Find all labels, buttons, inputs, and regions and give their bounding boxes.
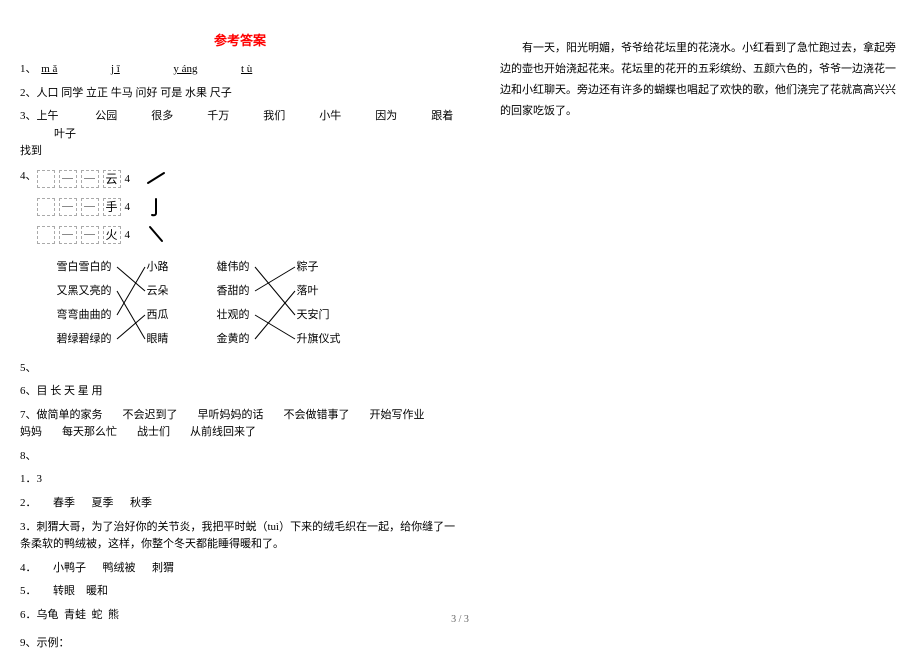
- q1: 1、 m ǎ j ī y áng t ù: [20, 61, 460, 79]
- q7-part: 开始写作业: [370, 409, 425, 421]
- match-right-item: 粽子: [297, 255, 341, 279]
- q8-item: 3．刺猬大哥，为了治好你的关节炎，我把平时蜕（tuì）下来的绒毛织在一起，给你缝…: [20, 519, 460, 554]
- q2-num: 2、: [20, 87, 37, 99]
- match-right-item: 落叶: [297, 279, 341, 303]
- q8-item: 1．3: [20, 471, 460, 489]
- q8-item: 4． 小鸭子 鸭绒被 刺猬: [20, 560, 460, 578]
- q8-item: 2． 春季 夏季 秋季: [20, 495, 460, 513]
- q3-item: 叶子: [54, 128, 76, 140]
- q1-item-1: j ī: [109, 63, 122, 75]
- stroke-box: 一: [59, 170, 77, 188]
- left-column: 参考答案 1、 m ǎ j ī y áng t ù 2、人口 同学 立正 牛马 …: [0, 0, 480, 637]
- q4: 4、 一一云 4 一一手 4 一一火 4: [20, 167, 460, 251]
- q3-item: 公园: [95, 110, 117, 122]
- match-mid-left-item: 西瓜: [147, 303, 169, 327]
- right-column: 有一天，阳光明媚，爷爷给花坛里的花浇水。小红看到了急忙跑过去，拿起旁边的壶也开始…: [480, 0, 920, 637]
- q6: 6、目 长 天 星 用: [20, 383, 460, 401]
- q7-part: 做简单的家务: [37, 409, 103, 421]
- q3-item: 小牛: [319, 110, 341, 122]
- stroke-count: 4: [125, 173, 131, 185]
- match-left-item: 雪白雪白的: [57, 255, 112, 279]
- stroke-mark-icon: [144, 223, 168, 247]
- stroke-box: 手: [103, 198, 121, 216]
- stroke-mark-icon: [144, 195, 168, 219]
- stroke-count: 4: [125, 201, 131, 213]
- q3: 3、上午 公园 很多 千万 我们 小牛 因为 跟着叶子 找到: [20, 108, 460, 161]
- stroke-box: 一: [59, 226, 77, 244]
- match-mid-right-item: 金黄的: [217, 327, 250, 351]
- q3-item: 跟着: [431, 110, 453, 122]
- match-mid-right-item: 雄伟的: [217, 255, 250, 279]
- match-right-item: 升旗仪式: [297, 327, 341, 351]
- stroke-box: 云: [103, 170, 121, 188]
- q4-num: 4、: [20, 167, 37, 185]
- q7-part: 早听妈妈的话: [198, 409, 264, 421]
- q3-item: 很多: [151, 110, 173, 122]
- q3-item: 因为: [375, 110, 397, 122]
- q1-item-2: y áng: [171, 63, 199, 75]
- match-left-item: 弯弯曲曲的: [57, 303, 112, 327]
- q3-item: 千万: [207, 110, 229, 122]
- q7-part: 每天那么忙: [62, 426, 117, 438]
- q6-num: 6、: [20, 385, 37, 397]
- stroke-box: 一: [81, 198, 99, 216]
- q5-match: 雪白雪白的又黑又亮的弯弯曲曲的碧绿碧绿的 小路云朵西瓜眼睛 雄伟的香甜的壮观的金…: [57, 255, 457, 375]
- q6-text: 目 长 天 星 用: [37, 385, 103, 397]
- stroke-box: [37, 198, 55, 216]
- match-mid-right-item: 香甜的: [217, 279, 250, 303]
- stroke-box: 一: [59, 198, 77, 216]
- q2: 2、人口 同学 立正 牛马 问好 可是 水果 尺子: [20, 85, 460, 103]
- q7: 7、做简单的家务 不会迟到了 早听妈妈的话 不会做错事了 开始写作业 妈妈 每天那么忙 战士…: [20, 407, 460, 442]
- stroke-box: 一: [81, 226, 99, 244]
- q8-item: 5． 转眼 暖和: [20, 583, 460, 601]
- stroke-box: [37, 170, 55, 188]
- q4-row: 一一手 4: [37, 195, 169, 219]
- q1-item-0: m ǎ: [39, 63, 59, 75]
- match-mid-left-item: 小路: [147, 255, 169, 279]
- q2-text: 人口 同学 立正 牛马 问好 可是 水果 尺子: [37, 87, 232, 99]
- stroke-mark-icon: [144, 167, 168, 191]
- q7-part: 战士们: [137, 426, 170, 438]
- match-right-item: 天安门: [297, 303, 341, 327]
- q7-num: 7、: [20, 409, 37, 421]
- q1-num: 1、: [20, 63, 37, 75]
- paragraph: 有一天，阳光明媚，爷爷给花坛里的花浇水。小红看到了急忙跑过去，拿起旁边的壶也开始…: [500, 38, 900, 122]
- q4-row: 一一火 4: [37, 223, 169, 247]
- q4-row: 一一云 4: [37, 167, 169, 191]
- match-mid-right-item: 壮观的: [217, 303, 250, 327]
- match-left-item: 又黑又亮的: [57, 279, 112, 303]
- q3-tail: 找到: [20, 145, 42, 157]
- title: 参考答案: [20, 30, 460, 49]
- stroke-box: 火: [103, 226, 121, 244]
- q7-part: 不会迟到了: [123, 409, 178, 421]
- q3-prefix: 3、上午: [20, 110, 59, 122]
- q7-part: 从前线回来了: [190, 426, 256, 438]
- q1-item-3: t ù: [239, 63, 254, 75]
- q5-num: 5、: [20, 359, 37, 375]
- stroke-box: [37, 226, 55, 244]
- match-mid-left-item: 眼睛: [147, 327, 169, 351]
- q7-part: 妈妈: [20, 426, 42, 438]
- match-mid-left-item: 云朵: [147, 279, 169, 303]
- stroke-count: 4: [125, 229, 131, 241]
- q9: 9、示例：: [20, 635, 460, 652]
- q3-item: 我们: [263, 110, 285, 122]
- stroke-box: 一: [81, 170, 99, 188]
- match-left-item: 碧绿碧绿的: [57, 327, 112, 351]
- page-footer: 3 / 3: [0, 614, 920, 625]
- q8-num: 8、: [20, 448, 460, 466]
- q5-lines: [57, 255, 457, 375]
- q7-part: 不会做错事了: [284, 409, 350, 421]
